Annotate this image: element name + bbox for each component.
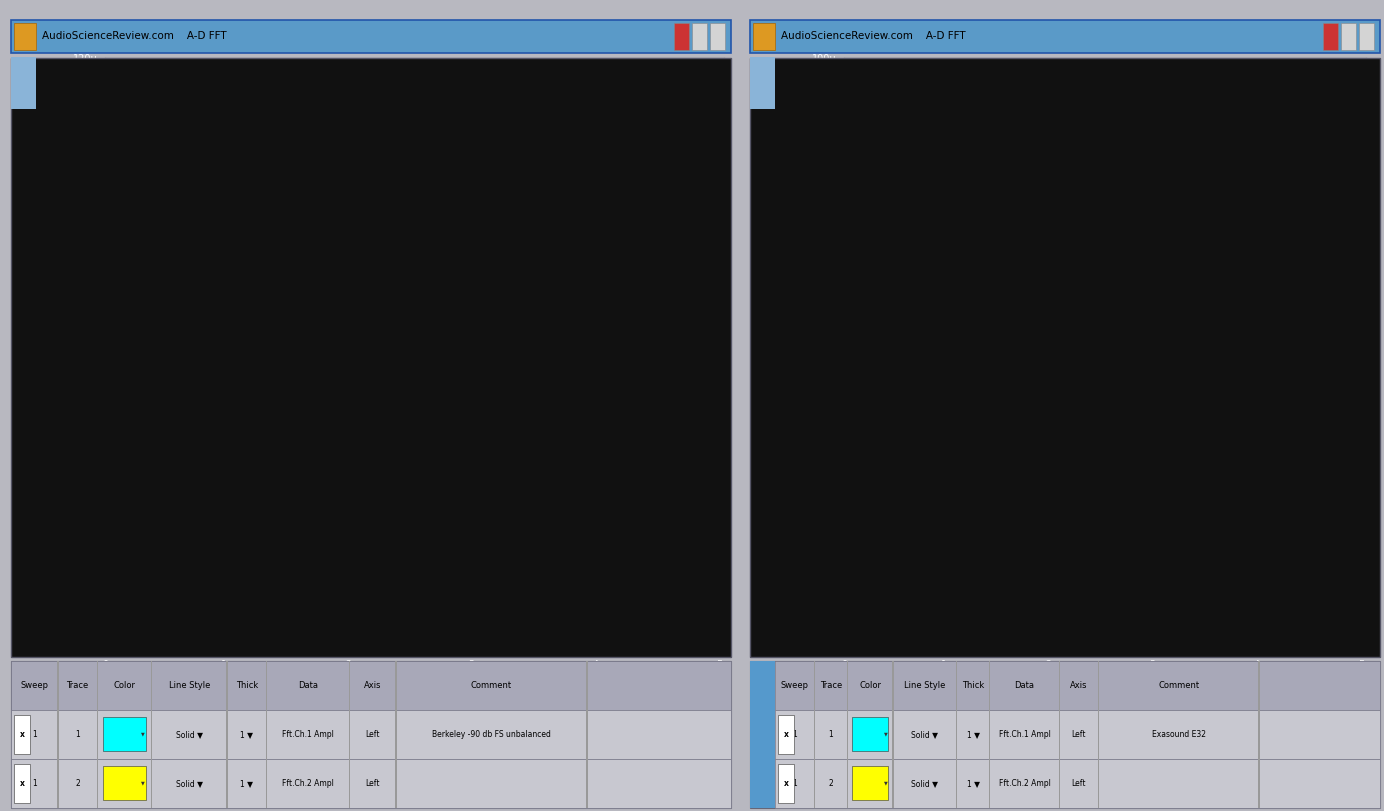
Text: Sweep: Sweep <box>21 681 48 690</box>
Text: Thick: Thick <box>235 681 257 690</box>
Text: ▼: ▼ <box>884 781 889 786</box>
Text: x: x <box>19 730 25 739</box>
X-axis label: sec: sec <box>1096 673 1114 684</box>
Text: Solid ▼: Solid ▼ <box>911 730 938 739</box>
Text: x: x <box>783 730 789 739</box>
Text: Ap: Ap <box>1331 79 1355 94</box>
Text: ▼: ▼ <box>141 781 145 786</box>
Text: 1 ▼: 1 ▼ <box>241 730 253 739</box>
Text: Fft.Ch.1 Ampl: Fft.Ch.1 Ampl <box>999 730 1050 739</box>
Text: 1: 1 <box>792 730 797 739</box>
Text: Berkeley -90 db FS unbalanced: Berkeley -90 db FS unbalanced <box>432 730 551 739</box>
Text: Line Style: Line Style <box>169 681 210 690</box>
Text: 1 ▼: 1 ▼ <box>966 730 980 739</box>
Y-axis label: V: V <box>57 342 65 355</box>
Text: Exasound E32 (cleaner): Exasound E32 (cleaner) <box>1001 79 1239 97</box>
Text: Axis: Axis <box>1070 681 1088 690</box>
Text: x: x <box>19 779 25 787</box>
X-axis label: sec: sec <box>406 673 424 684</box>
Text: Trace: Trace <box>819 681 841 690</box>
Text: Thick: Thick <box>962 681 984 690</box>
Text: Exasound E32: Exasound E32 <box>1151 730 1205 739</box>
Text: Color: Color <box>113 681 136 690</box>
Y-axis label: V: V <box>796 342 804 355</box>
Text: Color: Color <box>859 681 882 690</box>
Text: Berkeley Alpha (noisier): Berkeley Alpha (noisier) <box>123 139 368 157</box>
Text: 1: 1 <box>792 779 797 787</box>
Text: AudioScienceReview.com    A-D FFT: AudioScienceReview.com A-D FFT <box>42 32 226 41</box>
Text: 1: 1 <box>829 730 833 739</box>
Text: Sweep: Sweep <box>781 681 808 690</box>
Text: Trace: Trace <box>66 681 89 690</box>
Text: Fft.Ch.2 Ampl: Fft.Ch.2 Ampl <box>999 779 1050 787</box>
Text: Comment: Comment <box>471 681 512 690</box>
Text: 1 ▼: 1 ▼ <box>241 779 253 787</box>
Text: Data: Data <box>298 681 318 690</box>
Text: Data: Data <box>1014 681 1034 690</box>
Text: AudioScienceReview.com: AudioScienceReview.com <box>1068 597 1266 611</box>
Text: Fft.Ch.1 Ampl: Fft.Ch.1 Ampl <box>282 730 334 739</box>
Text: ▼: ▼ <box>141 732 145 737</box>
Text: Ap: Ap <box>684 79 706 94</box>
Text: 2: 2 <box>829 779 833 787</box>
Text: Fft.Ch.2 Ampl: Fft.Ch.2 Ampl <box>282 779 334 787</box>
Text: -90 dB Sine Wave (24 bit): -90 dB Sine Wave (24 bit) <box>123 79 382 97</box>
Text: Left: Left <box>365 730 381 739</box>
Text: 1: 1 <box>32 779 37 787</box>
Text: 1: 1 <box>75 730 80 739</box>
Text: Line Style: Line Style <box>904 681 945 690</box>
Text: x: x <box>783 779 789 787</box>
Text: Solid ▼: Solid ▼ <box>911 779 938 787</box>
Text: Left: Left <box>365 779 381 787</box>
Text: 2: 2 <box>75 779 80 787</box>
Text: Axis: Axis <box>364 681 382 690</box>
Text: Solid ▼: Solid ▼ <box>176 730 202 739</box>
Text: AudioScienceReview.com    A-D FFT: AudioScienceReview.com A-D FFT <box>781 32 965 41</box>
Text: 1: 1 <box>32 730 37 739</box>
Text: Left: Left <box>1071 779 1086 787</box>
Text: Solid ▼: Solid ▼ <box>176 779 202 787</box>
Text: 1 ▼: 1 ▼ <box>966 779 980 787</box>
Text: ▼: ▼ <box>884 732 889 737</box>
Text: Left: Left <box>1071 730 1086 739</box>
Text: Comment: Comment <box>1158 681 1200 690</box>
